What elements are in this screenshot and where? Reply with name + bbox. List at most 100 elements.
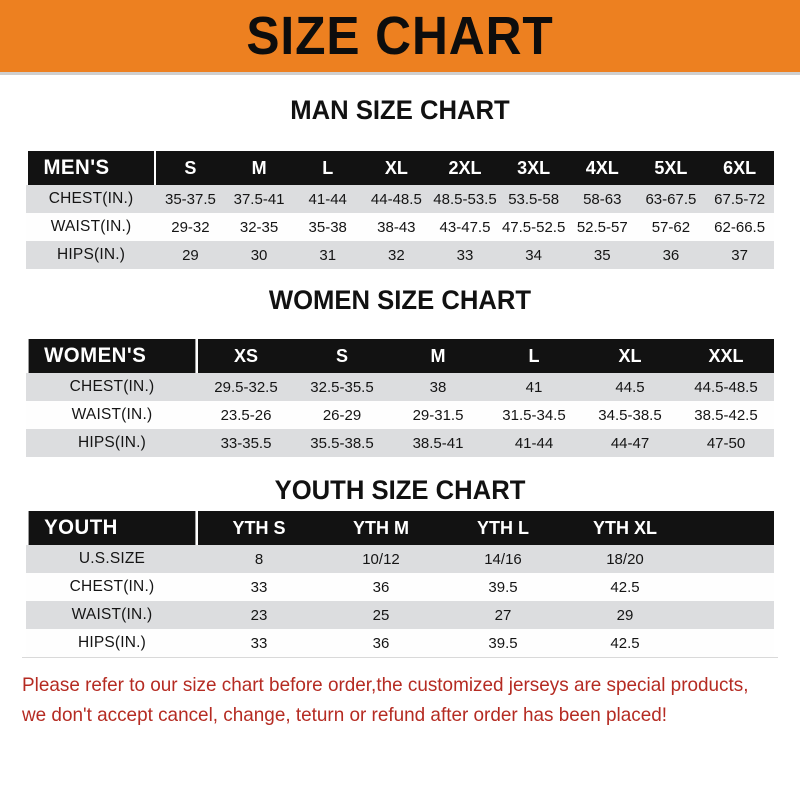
man-table-row: WAIST(IN.) 29-32 32-35 35-38 38-43 43-47… — [26, 213, 774, 241]
man-cell: 29 — [156, 241, 225, 269]
youth-spacer-cell — [686, 545, 774, 573]
women-size-header-cell: XL — [582, 339, 678, 373]
youth-table-row: U.S.SIZE 8 10/12 14/16 18/20 — [26, 545, 774, 573]
women-row-label: CHEST(IN.) — [26, 373, 198, 401]
women-size-table-wrapper: WOMEN'S XS S M L XL XXL CHEST(IN.) 29.5-… — [26, 339, 774, 457]
man-row-label: HIPS(IN.) — [26, 241, 157, 269]
spacer-before-women-title — [0, 269, 800, 285]
man-cell: 37 — [705, 241, 774, 269]
youth-row-label: WAIST(IN.) — [26, 601, 198, 629]
youth-cell: 39.5 — [442, 573, 564, 601]
footer-note: Please refer to our size chart before or… — [22, 657, 778, 730]
youth-cell: 14/16 — [442, 545, 564, 573]
youth-section-title: YOUTH SIZE CHART — [274, 475, 526, 505]
youth-cell: 27 — [442, 601, 564, 629]
women-cell: 38 — [390, 373, 486, 401]
youth-table-row: CHEST(IN.) 33 36 39.5 42.5 — [26, 573, 774, 601]
women-cell: 29-31.5 — [390, 401, 486, 429]
man-cell: 43-47.5 — [430, 213, 500, 241]
man-cell: 30 — [224, 241, 294, 269]
man-size-header-cell: 6XL — [705, 151, 774, 185]
youth-header-row: YOUTH YTH S YTH M YTH L YTH XL — [26, 511, 774, 545]
spacer-before-man-title — [0, 75, 800, 95]
women-size-header-cell: M — [390, 339, 486, 373]
youth-cell: 42.5 — [564, 573, 686, 601]
youth-cell: 33 — [198, 573, 320, 601]
youth-cell: 23 — [198, 601, 320, 629]
women-cell: 26-29 — [294, 401, 390, 429]
women-row-label: HIPS(IN.) — [26, 429, 198, 457]
women-header-label: WOMEN'S — [28, 339, 196, 373]
youth-size-header-cell: YTH XL — [564, 511, 686, 545]
man-size-header-cell: S — [156, 151, 225, 185]
man-header-label: MEN'S — [27, 151, 155, 185]
women-cell: 33-35.5 — [198, 429, 294, 457]
youth-size-table: YOUTH YTH S YTH M YTH L YTH XL U.S.SIZE … — [26, 511, 774, 657]
youth-spacer-cell — [686, 629, 774, 657]
banner-divider — [0, 72, 800, 75]
man-size-header-cell: M — [224, 151, 294, 185]
footer-note-line-1: Please refer to our size chart before or… — [22, 674, 749, 696]
youth-cell: 33 — [198, 629, 320, 657]
youth-size-header-cell: YTH M — [320, 511, 442, 545]
spacer-after-women-title — [0, 315, 800, 339]
women-cell: 41-44 — [486, 429, 582, 457]
man-size-header-cell: 4XL — [567, 151, 637, 185]
man-cell: 35 — [567, 241, 637, 269]
women-cell: 32.5-35.5 — [294, 373, 390, 401]
man-size-header-cell: 2XL — [430, 151, 500, 185]
women-cell: 23.5-26 — [198, 401, 294, 429]
man-cell: 53.5-58 — [499, 185, 568, 213]
youth-row-label: U.S.SIZE — [26, 545, 198, 573]
man-cell: 62-66.5 — [705, 213, 774, 241]
man-cell: 32 — [362, 241, 431, 269]
women-table-row: CHEST(IN.) 29.5-32.5 32.5-35.5 38 41 44.… — [26, 373, 774, 401]
spacer-before-youth-title — [0, 457, 800, 475]
women-row-label: WAIST(IN.) — [26, 401, 198, 429]
youth-header-label: YOUTH — [28, 511, 196, 545]
man-size-header-cell: XL — [362, 151, 431, 185]
youth-cell: 18/20 — [564, 545, 686, 573]
man-size-table-wrapper: MEN'S S M L XL 2XL 3XL 4XL 5XL 6XL CHEST… — [26, 151, 774, 269]
man-cell: 63-67.5 — [636, 185, 706, 213]
women-cell: 29.5-32.5 — [198, 373, 294, 401]
man-cell: 48.5-53.5 — [430, 185, 500, 213]
youth-cell: 36 — [320, 573, 442, 601]
women-header-row: WOMEN'S XS S M L XL XXL — [26, 339, 774, 373]
man-cell: 37.5-41 — [224, 185, 294, 213]
man-header-row: MEN'S S M L XL 2XL 3XL 4XL 5XL 6XL — [26, 151, 774, 185]
women-cell: 34.5-38.5 — [582, 401, 678, 429]
youth-spacer-cell — [686, 601, 774, 629]
man-row-label: CHEST(IN.) — [26, 185, 157, 213]
youth-size-header-cell: YTH L — [442, 511, 564, 545]
man-cell: 31 — [293, 241, 363, 269]
youth-row-label: HIPS(IN.) — [26, 629, 198, 657]
youth-header-spacer-cell — [686, 511, 774, 545]
man-cell: 67.5-72 — [705, 185, 774, 213]
man-cell: 38-43 — [362, 213, 431, 241]
man-row-label: WAIST(IN.) — [26, 213, 157, 241]
man-size-table: MEN'S S M L XL 2XL 3XL 4XL 5XL 6XL CHEST… — [26, 151, 774, 269]
women-cell: 35.5-38.5 — [294, 429, 390, 457]
youth-cell: 39.5 — [442, 629, 564, 657]
spacer-after-man-title — [0, 125, 800, 151]
women-cell: 41 — [486, 373, 582, 401]
women-table-row: WAIST(IN.) 23.5-26 26-29 29-31.5 31.5-34… — [26, 401, 774, 429]
man-cell: 35-38 — [293, 213, 363, 241]
man-size-header-cell: L — [293, 151, 363, 185]
youth-table-row: WAIST(IN.) 23 25 27 29 — [26, 601, 774, 629]
women-cell: 44.5-48.5 — [678, 373, 774, 401]
page-title: SIZE CHART — [246, 6, 554, 66]
man-table-row: HIPS(IN.) 29 30 31 32 33 34 35 36 37 — [26, 241, 774, 269]
footer-note-line-2: we don't accept cancel, change, teturn o… — [22, 704, 668, 726]
women-cell: 44-47 — [582, 429, 678, 457]
man-size-header-cell: 5XL — [636, 151, 706, 185]
man-size-header-cell: 3XL — [499, 151, 568, 185]
youth-row-label: CHEST(IN.) — [26, 573, 198, 601]
youth-cell: 25 — [320, 601, 442, 629]
man-cell: 58-63 — [567, 185, 637, 213]
women-size-header-cell: XXL — [678, 339, 774, 373]
women-size-header-cell: XS — [198, 339, 294, 373]
youth-cell: 29 — [564, 601, 686, 629]
